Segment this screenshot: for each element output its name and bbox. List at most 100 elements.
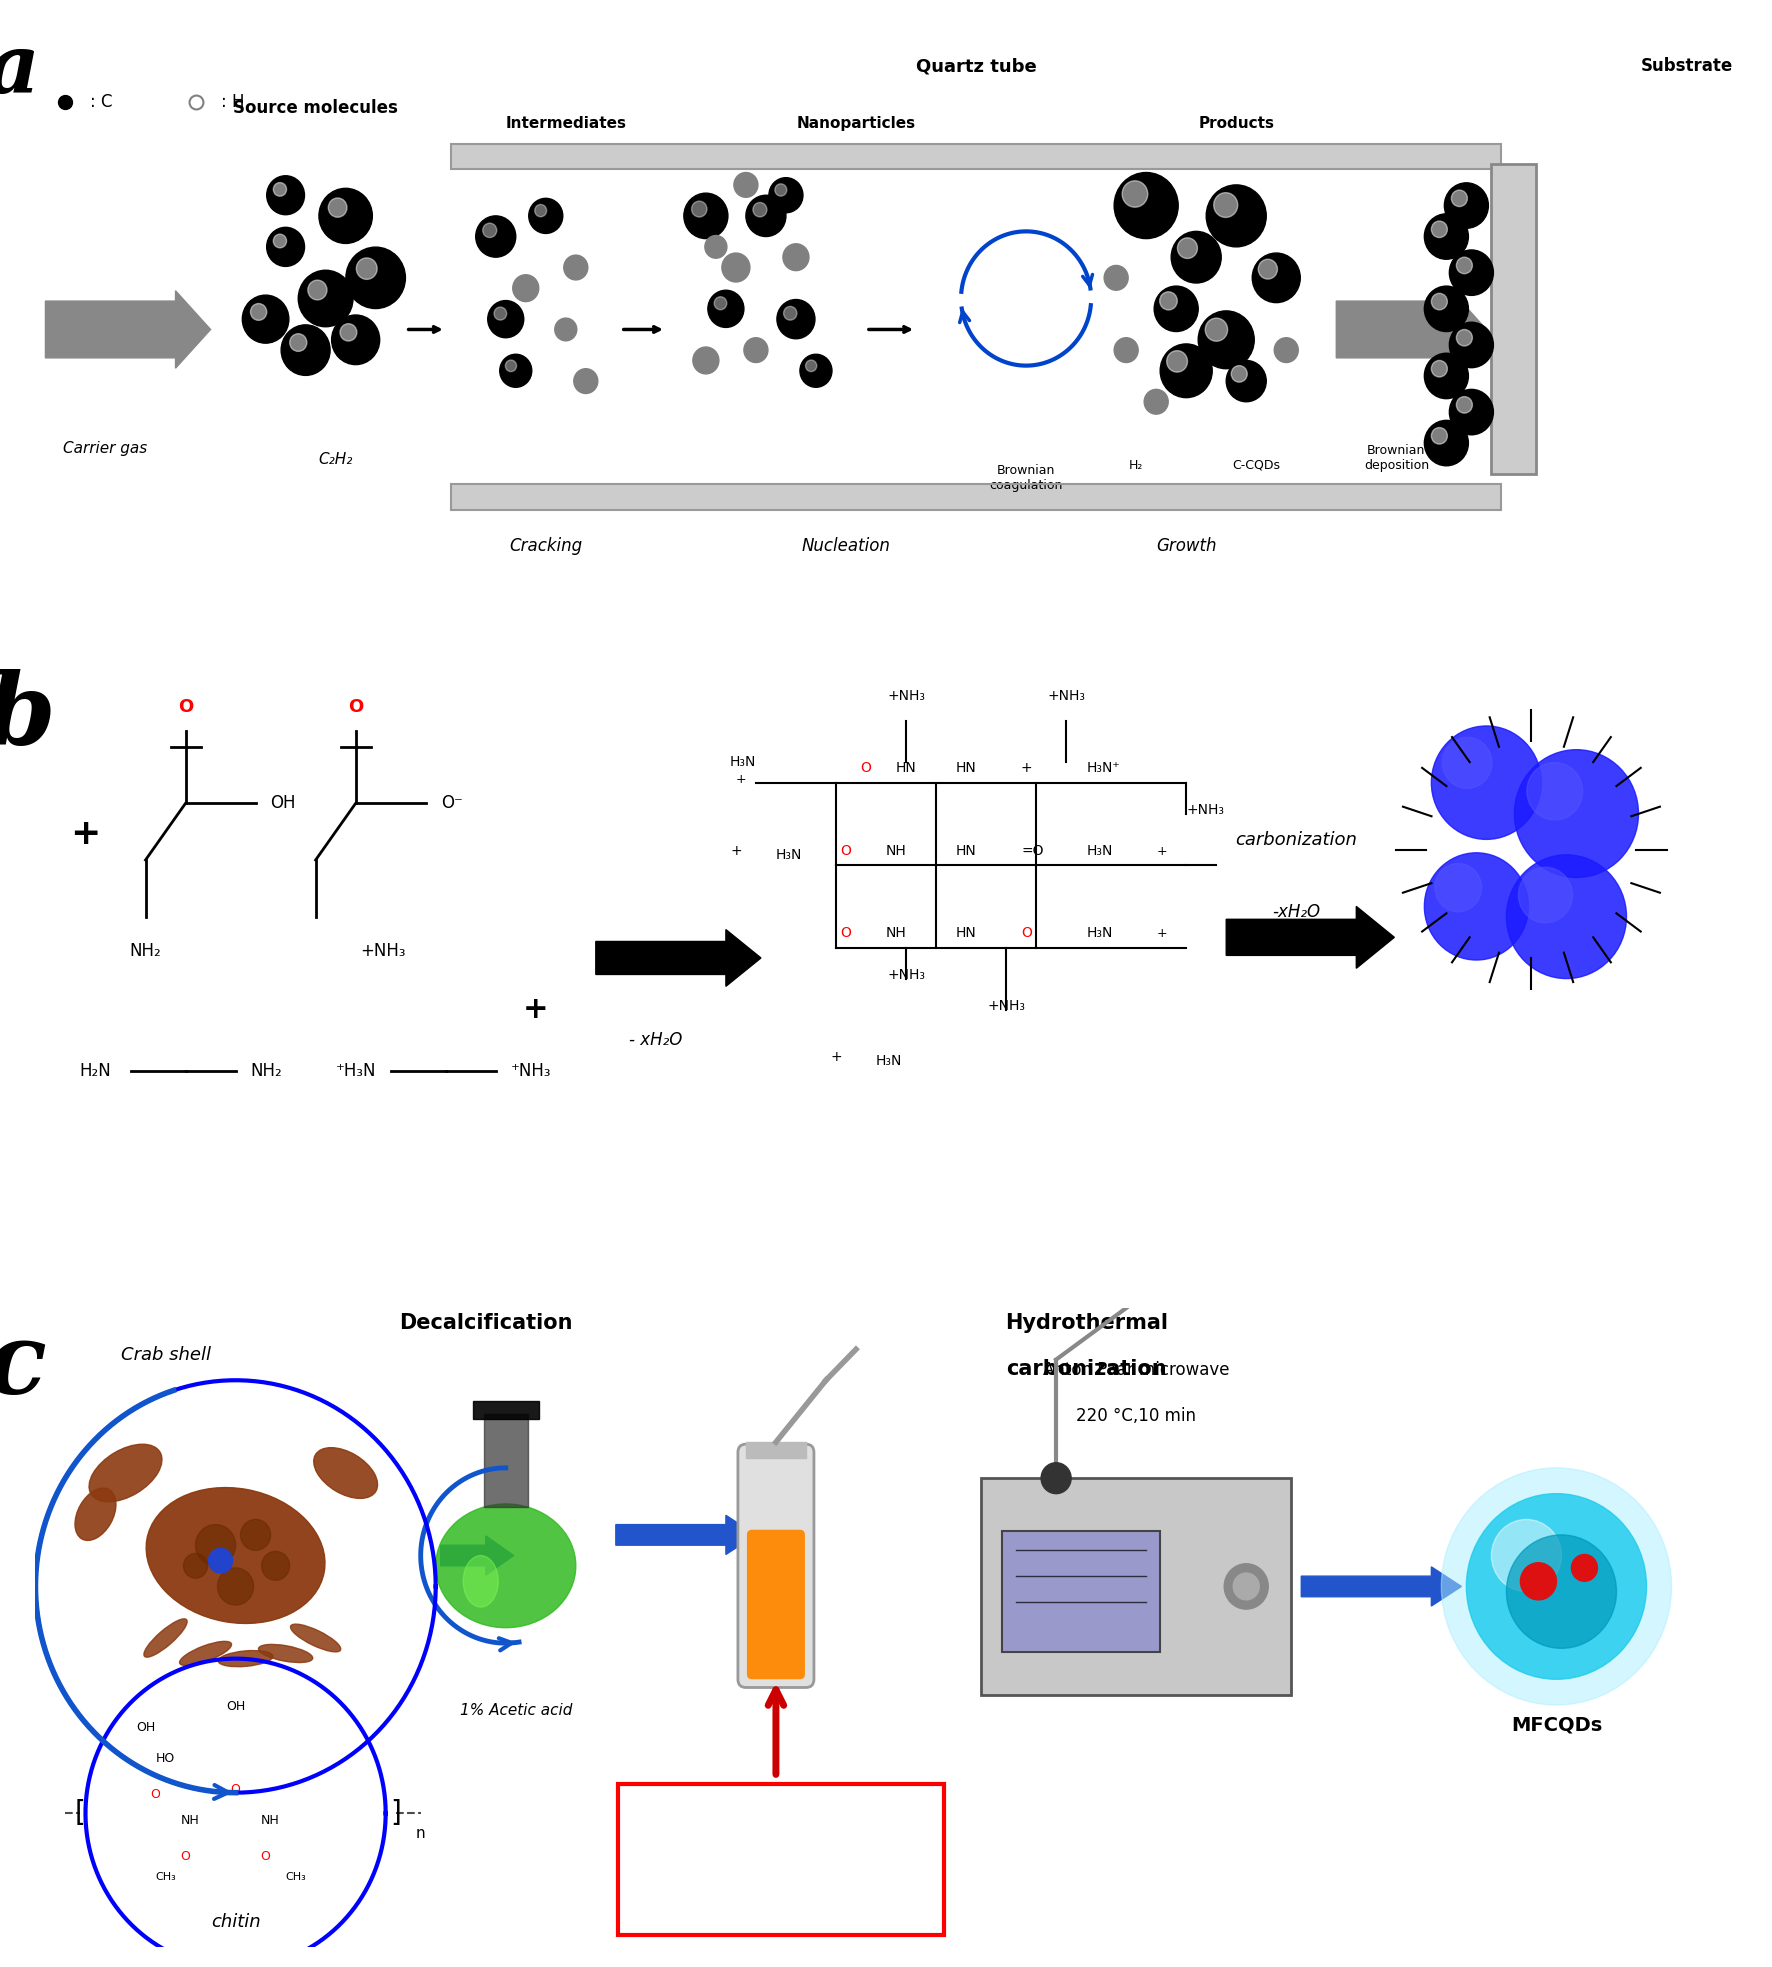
Bar: [1492, 165, 1536, 474]
FancyArrow shape: [595, 930, 760, 985]
Text: : C: : C: [90, 92, 113, 112]
Ellipse shape: [218, 1650, 273, 1666]
Circle shape: [1451, 191, 1467, 207]
Circle shape: [563, 256, 588, 279]
Circle shape: [1159, 291, 1177, 311]
Circle shape: [1444, 183, 1488, 228]
Text: Decalcification: Decalcification: [399, 1312, 572, 1334]
Circle shape: [475, 216, 516, 258]
Circle shape: [1115, 338, 1138, 362]
Circle shape: [1506, 1534, 1616, 1648]
Circle shape: [1449, 323, 1494, 368]
Circle shape: [1432, 293, 1448, 311]
Ellipse shape: [436, 1505, 576, 1629]
Text: Source molecules: Source molecules: [234, 98, 399, 116]
Text: H₃N⁺: H₃N⁺: [1086, 761, 1120, 775]
Circle shape: [1207, 185, 1267, 248]
Circle shape: [1154, 285, 1198, 332]
Circle shape: [184, 1554, 207, 1578]
Ellipse shape: [291, 1625, 340, 1652]
Circle shape: [1432, 726, 1542, 840]
Text: O⁻: O⁻: [441, 795, 462, 812]
Circle shape: [328, 199, 347, 216]
Text: O: O: [181, 1849, 190, 1863]
Circle shape: [774, 183, 787, 197]
Text: =O: =O: [1021, 844, 1044, 858]
Circle shape: [691, 201, 707, 216]
Circle shape: [1104, 266, 1129, 291]
Text: O: O: [840, 926, 851, 940]
Circle shape: [273, 234, 287, 248]
Text: MFCQDs: MFCQDs: [1512, 1715, 1602, 1735]
Text: 220 °C,10 min: 220 °C,10 min: [1076, 1408, 1196, 1426]
Bar: [450, 484, 1501, 509]
Text: Products: Products: [1198, 116, 1274, 132]
Text: +: +: [829, 1050, 842, 1064]
Bar: [450, 144, 1501, 169]
FancyArrow shape: [441, 1536, 514, 1576]
Text: +: +: [1155, 926, 1166, 940]
FancyBboxPatch shape: [982, 1477, 1292, 1696]
Text: ⁺H₃N: ⁺H₃N: [335, 1062, 376, 1080]
Circle shape: [705, 236, 727, 258]
Text: HN: HN: [955, 761, 976, 775]
Circle shape: [1515, 749, 1639, 877]
Text: Brownian
deposition: Brownian deposition: [1364, 445, 1428, 472]
Circle shape: [783, 307, 797, 321]
Circle shape: [535, 205, 546, 216]
Circle shape: [1161, 344, 1212, 397]
Text: ⁺NH₃: ⁺NH₃: [510, 1062, 551, 1080]
Circle shape: [1457, 258, 1473, 273]
Bar: [746, 1442, 806, 1458]
Text: HO: HO: [156, 1753, 175, 1764]
FancyBboxPatch shape: [737, 1444, 813, 1688]
FancyBboxPatch shape: [618, 1784, 944, 1936]
Text: CH₃: CH₃: [156, 1873, 175, 1882]
Ellipse shape: [314, 1448, 377, 1499]
Circle shape: [1145, 389, 1168, 415]
Text: Nucleation: Nucleation: [801, 537, 890, 555]
Circle shape: [268, 175, 305, 214]
Text: NH₂: NH₂: [129, 942, 161, 960]
Text: c: c: [0, 1318, 46, 1414]
Text: +NH₃: +NH₃: [987, 999, 1024, 1013]
Text: CH₃: CH₃: [285, 1873, 307, 1882]
Text: H₃N: H₃N: [1086, 844, 1113, 858]
Text: MnCl₂, or EuCl₃: MnCl₂, or EuCl₃: [719, 1867, 843, 1884]
Circle shape: [500, 354, 532, 387]
Text: 1% Acetic acid: 1% Acetic acid: [459, 1703, 572, 1719]
Text: HN: HN: [955, 844, 976, 858]
Text: +: +: [523, 995, 549, 1025]
Text: chitin: chitin: [211, 1912, 260, 1932]
Text: Anton Paar microwave: Anton Paar microwave: [1044, 1361, 1230, 1379]
Circle shape: [1425, 354, 1469, 399]
Circle shape: [250, 303, 268, 321]
Ellipse shape: [74, 1489, 115, 1540]
Circle shape: [714, 297, 727, 309]
FancyArrow shape: [1301, 1568, 1462, 1605]
Text: O: O: [861, 761, 872, 775]
Circle shape: [262, 1552, 289, 1580]
Circle shape: [1506, 856, 1627, 978]
Circle shape: [769, 177, 803, 212]
Circle shape: [1527, 763, 1582, 820]
Text: O: O: [177, 698, 193, 716]
Circle shape: [1425, 214, 1469, 260]
Text: +: +: [71, 816, 101, 852]
Circle shape: [734, 173, 758, 197]
Circle shape: [707, 291, 744, 327]
Circle shape: [1205, 319, 1228, 340]
Text: a: a: [0, 30, 39, 110]
Text: NH: NH: [886, 926, 907, 940]
Circle shape: [1572, 1554, 1598, 1581]
Circle shape: [1435, 864, 1481, 913]
Circle shape: [684, 193, 728, 238]
Bar: [450, 484, 1501, 509]
Text: H₂N: H₂N: [80, 1062, 112, 1080]
Text: O: O: [347, 698, 363, 716]
Bar: [450, 144, 1501, 169]
Circle shape: [487, 301, 525, 338]
Text: O: O: [840, 844, 851, 858]
Text: Intermediates: Intermediates: [505, 116, 626, 132]
Text: [: [: [74, 1800, 85, 1827]
